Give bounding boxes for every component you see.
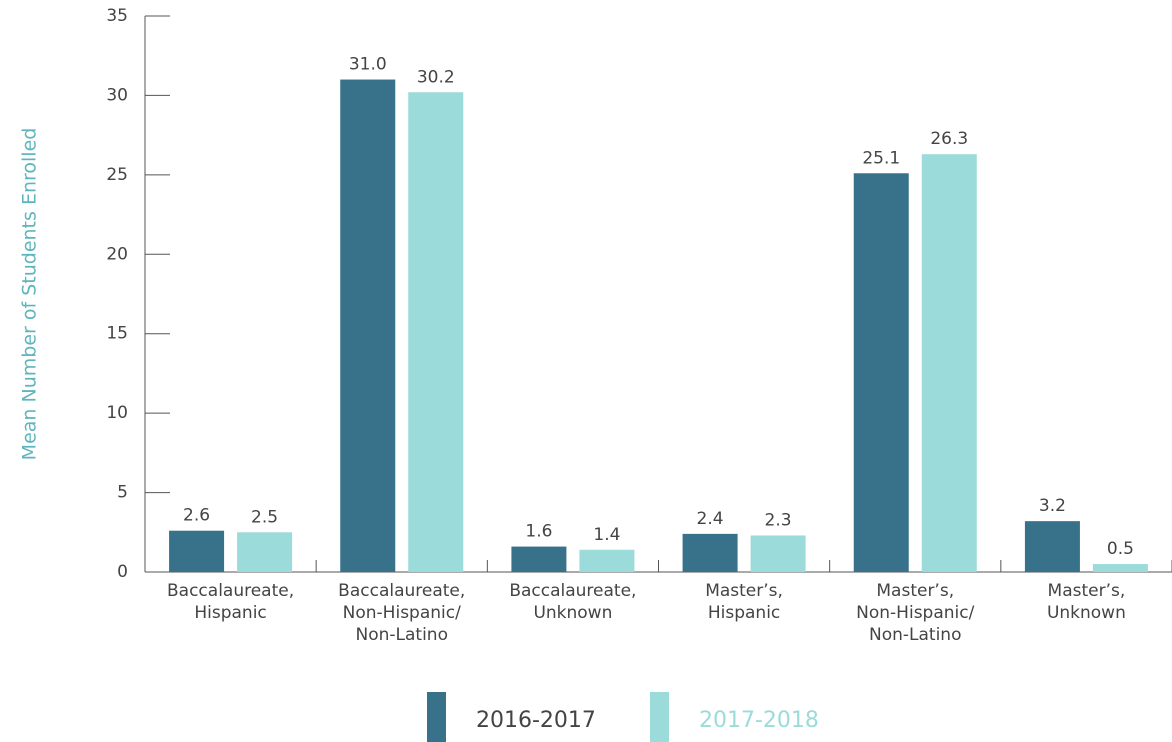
bar [579,549,635,572]
y-tick-label: 0 [117,562,128,582]
bar [169,530,225,572]
bar [340,79,396,573]
legend-label: 2017-2018 [699,708,819,733]
data-label: 26.3 [930,129,968,149]
x-tick-label: Baccalaureate, Unknown [509,581,637,623]
bar [1092,564,1148,572]
y-axis-label: Mean Number of Students Enrolled [19,128,41,461]
y-tick-label: 35 [106,6,128,26]
data-label: 3.2 [1039,496,1066,516]
x-tick-label: Baccalaureate, Non-Hispanic/ Non-Latino [338,581,466,645]
data-label: 2.4 [697,509,724,529]
data-label: 2.5 [251,507,278,527]
data-label: 1.6 [525,522,552,542]
bar [921,154,977,572]
bar [853,173,909,573]
data-label: 30.2 [417,67,455,87]
y-tick-label: 25 [106,165,128,185]
data-label: 1.4 [593,525,620,545]
legend-label: 2016-2017 [476,708,596,733]
y-tick-label: 10 [106,403,128,423]
bar [682,533,738,572]
x-tick-label: Baccalaureate, Hispanic [167,581,295,623]
data-label: 31.0 [349,55,387,75]
x-tick-label: Master’s, Non-Hispanic/ Non-Latino [856,581,975,645]
bar [511,546,567,572]
data-label: 0.5 [1107,539,1134,559]
bar [750,535,806,572]
y-tick-label: 30 [106,85,128,105]
bar [408,92,464,572]
bar [1024,521,1080,572]
y-tick-label: 5 [117,483,128,503]
legend-swatch [650,692,669,742]
y-tick-label: 15 [106,324,128,344]
bar [237,532,293,572]
data-label: 25.1 [862,148,900,168]
y-tick-label: 20 [106,244,128,264]
data-label: 2.6 [183,506,210,526]
x-tick-label: Master’s, Hispanic [705,581,783,623]
legend-swatch [427,692,446,742]
x-tick-label: Master’s, Unknown [1046,581,1126,623]
data-label: 2.3 [765,510,792,530]
